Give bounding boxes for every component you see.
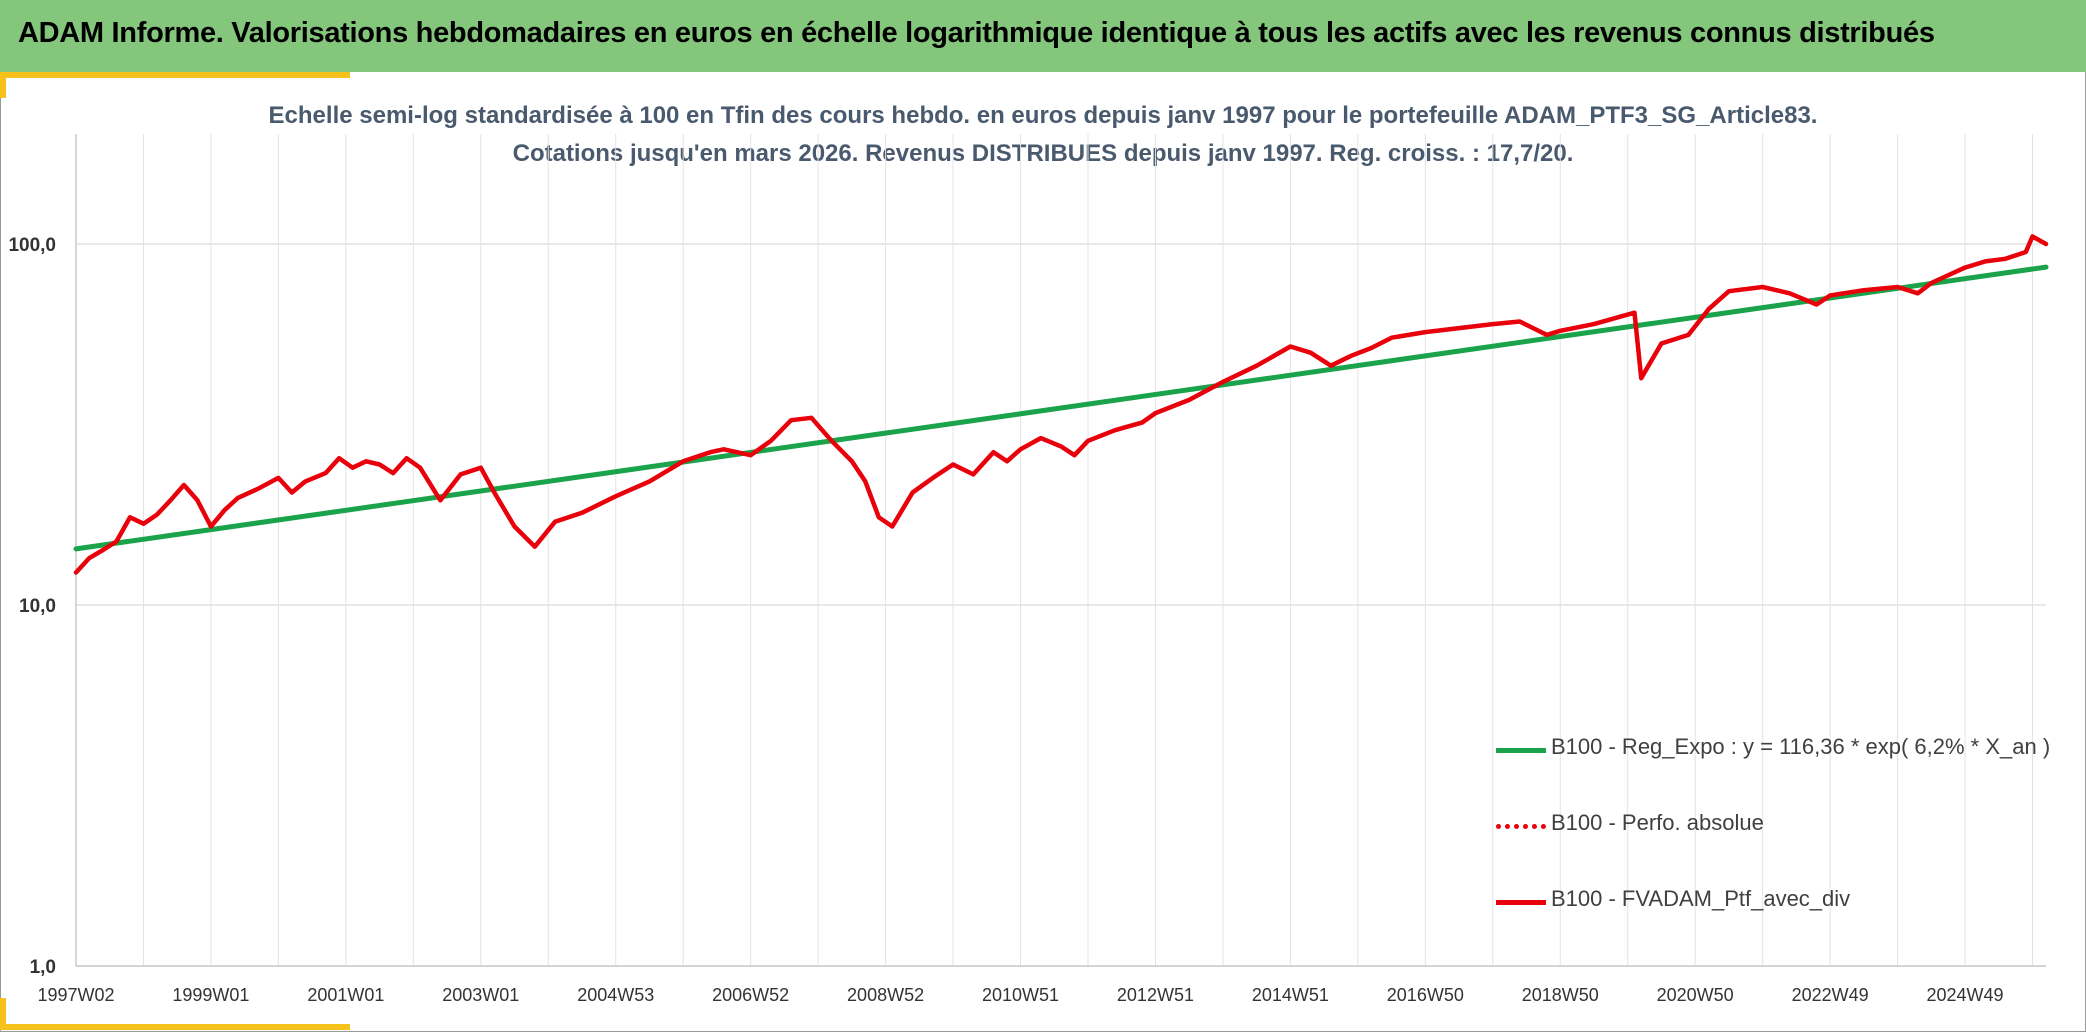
x-tick-label: 2022W49 xyxy=(1792,985,1869,1005)
legend-label-portfolio: B100 - FVADAM_Ptf_avec_div xyxy=(1551,886,1851,911)
y-tick-label: 100,0 xyxy=(8,235,56,256)
legend-swatch-portfolio xyxy=(1496,900,1546,905)
legend-swatch-regression xyxy=(1496,748,1546,753)
header-bar: ADAM Informe. Valorisations hebdomadaire… xyxy=(0,0,2086,72)
x-tick-label: 2006W52 xyxy=(712,985,789,1005)
legend-label-regression: B100 - Reg_Expo : y = 116,36 * exp( 6,2%… xyxy=(1551,734,2051,759)
series-layer xyxy=(73,234,2049,575)
legend-item-regression: B100 - Reg_Expo : y = 116,36 * exp( 6,2%… xyxy=(1496,730,2056,770)
accent-bar-bottom xyxy=(0,1024,350,1030)
x-tick-label: 2004W53 xyxy=(577,985,654,1005)
x-tick-label: 2018W50 xyxy=(1522,985,1599,1005)
x-tick-label: 2003W01 xyxy=(442,985,519,1005)
regression-line xyxy=(73,264,2049,552)
legend-label-perfo-absolue: B100 - Perfo. absolue xyxy=(1551,810,1764,835)
y-tick-label: 10,0 xyxy=(19,596,56,617)
accent-bar-bottom-left xyxy=(0,998,6,1030)
y-tick-label: 1,0 xyxy=(30,957,56,978)
accent-bar-top-left xyxy=(0,72,6,98)
x-tick-label: 2008W52 xyxy=(847,985,924,1005)
legend-swatch-perfo-absolue xyxy=(1496,824,1546,829)
page-title: ADAM Informe. Valorisations hebdomadaire… xyxy=(18,17,1935,49)
x-tick-label: 2001W01 xyxy=(307,985,384,1005)
x-tick-label: 1997W02 xyxy=(37,985,114,1005)
x-tick-label: 2012W51 xyxy=(1117,985,1194,1005)
chart-title-line1: Echelle semi-log standardisée à 100 en T… xyxy=(268,102,1818,129)
x-tick-label: 2014W51 xyxy=(1252,985,1329,1005)
x-tick-label: 2016W50 xyxy=(1387,985,1464,1005)
portfolio-line xyxy=(73,234,2049,575)
axis-layer: 1,0 10,0 100,0 1997W02 1999W01 2001W01 2003W01… xyxy=(8,134,2046,1005)
x-tick-label: 2024W49 xyxy=(1927,985,2004,1005)
chart-title-line2: Cotations jusqu'en mars 2026. Revenus DI… xyxy=(512,140,1574,167)
accent-bar-top xyxy=(0,72,350,78)
grid-layer xyxy=(75,134,2046,967)
legend-item-portfolio: B100 - FVADAM_Ptf_avec_div xyxy=(1496,882,2056,922)
x-tick-label: 1999W01 xyxy=(172,985,249,1005)
x-tick-label: 2010W51 xyxy=(982,985,1059,1005)
x-tick-label: 2020W50 xyxy=(1657,985,1734,1005)
legend-item-perfo-absolue: B100 - Perfo. absolue xyxy=(1496,806,2056,846)
